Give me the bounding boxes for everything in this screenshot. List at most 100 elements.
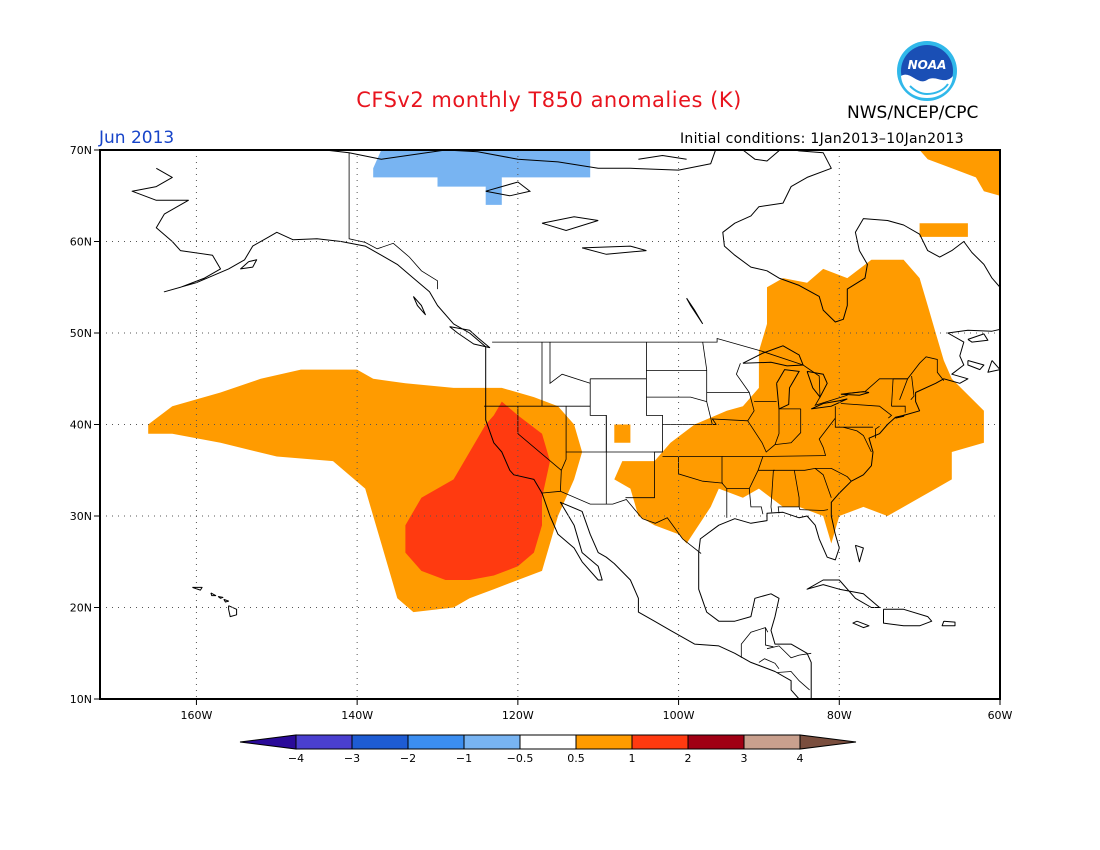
border-line-43 (891, 378, 894, 407)
lake-outline-0 (742, 345, 804, 367)
border-line-15 (549, 342, 591, 385)
agency-label: NWS/NCEP/CPC (847, 103, 979, 123)
lon-tick-label: 140W (341, 709, 373, 722)
border-line-18 (702, 342, 717, 425)
border-line-5 (758, 658, 780, 670)
colorbar-swatch (407, 734, 465, 750)
lake-outline-5 (686, 297, 704, 325)
colorbar-label: −2 (400, 752, 416, 765)
lon-tick-label: 160W (180, 709, 212, 722)
coastline-19 (217, 596, 224, 599)
lon-tick-label: 80W (827, 709, 852, 722)
noaa-logo: NOAA (896, 40, 958, 102)
lake-outline-6 (485, 181, 532, 197)
anomaly-region-5 (919, 150, 1000, 196)
border-line-6 (766, 645, 812, 659)
colorbar-swatch (743, 734, 801, 750)
anomaly-region-0 (373, 150, 591, 205)
anomaly-region-6 (614, 424, 631, 443)
colorbar-swatch (519, 734, 577, 750)
anomaly-region-3 (614, 259, 984, 544)
colorbar-label: 1 (629, 752, 636, 765)
border-line-38 (814, 468, 832, 498)
colorbar-high-arrow (799, 734, 857, 750)
map-axes: 10N 20N 30N 40N 50N 60N 70N 160W 140W 120W 100W 80W… (70, 144, 1013, 722)
coastline-10 (967, 360, 985, 371)
border-line-1 (492, 337, 945, 406)
colorbar-label: 2 (685, 752, 692, 765)
coastline-16 (240, 259, 258, 270)
coastline-21 (228, 605, 238, 618)
border-line-0 (348, 152, 438, 290)
lake-outline-2 (806, 370, 828, 399)
border-line-39 (834, 406, 873, 428)
initial-conditions-label: Initial conditions: 1Jan2013–10Jan2013 (680, 131, 964, 147)
lon-tick-label: 120W (502, 709, 534, 722)
coastline-13 (967, 333, 989, 343)
border-line-46 (891, 405, 906, 413)
lat-tick-label: 20N (70, 602, 92, 615)
coastline-7 (852, 620, 870, 629)
border-line-23 (678, 456, 723, 484)
border-line-22 (662, 456, 728, 489)
colorbar-label: 3 (741, 752, 748, 765)
anomaly-region-4 (919, 223, 968, 237)
lat-tick-label: 30N (70, 510, 92, 523)
colorbar-swatch (687, 734, 745, 750)
border-line-10 (517, 406, 562, 471)
border-line-11 (560, 406, 567, 492)
coastline-14 (449, 326, 491, 349)
lake-outline-7 (541, 216, 599, 232)
colorbar-label: 4 (797, 752, 804, 765)
coastline-22 (172, 150, 175, 151)
border-line-45 (899, 378, 908, 400)
coastline-12 (1004, 319, 1058, 362)
coastline-24 (638, 155, 687, 160)
colorbar-label: −3 (344, 752, 360, 765)
border-line-48 (875, 425, 880, 439)
lat-tick-label: 50N (70, 327, 92, 340)
border-line-32 (774, 408, 802, 445)
coastline-5 (806, 579, 880, 608)
lake-outline-8 (581, 245, 647, 255)
anomaly-fills (148, 150, 1000, 613)
anomaly-region-2 (405, 401, 550, 580)
border-line-2 (541, 490, 702, 554)
coastline-15 (412, 296, 426, 316)
colorbar-swatch (295, 734, 353, 750)
lat-tick-label: 60N (70, 236, 92, 249)
coastline-18 (210, 592, 217, 597)
coastline-3 (722, 150, 1000, 323)
border-line-34 (762, 455, 826, 457)
colorbar-swatch (463, 734, 521, 750)
coastline-17 (192, 586, 203, 591)
coastline-6 (883, 608, 933, 627)
border-line-3 (740, 627, 769, 658)
coastline-11 (987, 360, 1000, 373)
noaa-logo-icon: NOAA (897, 41, 957, 101)
colorbar-swatch (351, 734, 409, 750)
coastline-9 (854, 544, 864, 563)
border-line-4 (765, 627, 774, 648)
lake-outline-3 (810, 398, 848, 410)
chart-title: CFSv2 monthly T850 anomalies (K) (356, 88, 742, 112)
colorbar-label: −4 (288, 752, 304, 765)
coastline-8 (941, 620, 956, 627)
colorbar-label: −1 (456, 752, 472, 765)
lon-tick-label: 100W (663, 709, 695, 722)
colorbar-low-arrow (239, 734, 297, 750)
border-line-7 (777, 671, 810, 691)
border-line-41 (843, 426, 872, 453)
border-line-20 (646, 396, 707, 402)
forecast-month-label: Jun 2013 (99, 128, 175, 148)
border-line-30 (747, 408, 780, 453)
lat-tick-label: 10N (70, 693, 92, 706)
coastline-20 (223, 598, 230, 603)
border-line-37 (798, 506, 829, 511)
noaa-logo-text: NOAA (908, 58, 947, 72)
colorbar-swatch (575, 734, 633, 750)
colorbar-swatch (631, 734, 689, 750)
border-line-42 (840, 403, 893, 419)
